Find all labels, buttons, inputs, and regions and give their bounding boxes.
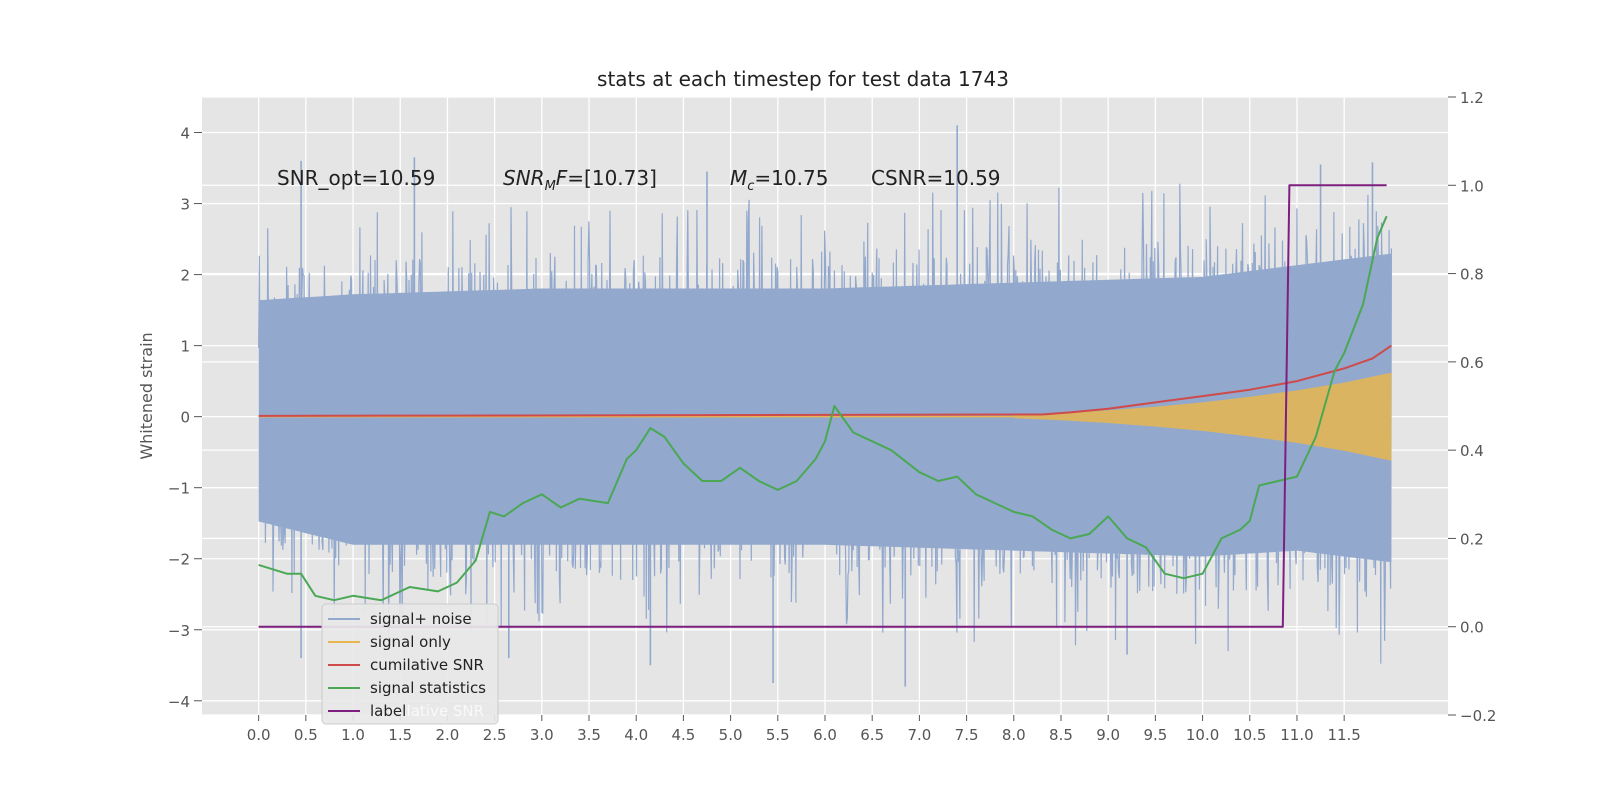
y2-tick-label: 0.0 (1460, 619, 1484, 637)
y2-tick-label: 0.2 (1460, 530, 1484, 548)
legend-label-signal-statistics: signal statistics (370, 679, 486, 697)
stat-annotation: Mc=10.75 (730, 166, 828, 194)
annotation-main: M (730, 166, 747, 190)
annotation-rest: F (556, 166, 568, 190)
x-tick-label: 8.0 (1002, 726, 1026, 744)
x-tick-label: 0.5 (294, 726, 318, 744)
y-tick-label: −2 (168, 551, 190, 569)
x-tick-label: 11.5 (1327, 726, 1360, 744)
legend-ghost-text: cumilative SNR (370, 702, 484, 720)
annotation-rest: =[10.73] (567, 166, 657, 190)
x-tick-label: 11.0 (1280, 726, 1313, 744)
x-tick-label: 7.0 (907, 726, 931, 744)
legend-box (321, 603, 499, 725)
series-signal-noise (258, 125, 1392, 687)
x-tick-label: 6.0 (813, 726, 837, 744)
legend-label-label: label (370, 702, 406, 720)
plot-content (258, 125, 1392, 687)
x-tick-label: 4.0 (624, 726, 648, 744)
annotation-subscript: M (545, 179, 556, 194)
y-tick-label: 0 (180, 409, 190, 427)
annotation-subscript: c (747, 179, 754, 194)
legend-label-cumulative-snr: cumilative SNR (370, 656, 484, 674)
annotation-rest: =10.75 (754, 166, 828, 190)
x-tick-label: 5.0 (719, 726, 743, 744)
x-tick-label: 7.5 (955, 726, 979, 744)
series-label-line (258, 184, 1387, 628)
annotation-main: SNR (503, 166, 545, 190)
y-tick-label: −3 (168, 622, 190, 640)
y-tick-label: 3 (180, 196, 190, 214)
y-tick-label: 4 (180, 125, 190, 143)
stat-annotation: SNRMF=[10.73] (503, 166, 657, 194)
x-tick-label: 3.5 (577, 726, 601, 744)
x-tick-label: 3.0 (530, 726, 554, 744)
series-signal-statistics-line (258, 215, 1388, 602)
chart-title: stats at each timestep for test data 174… (597, 67, 1009, 91)
x-tick-label: 1.0 (341, 726, 365, 744)
x-tick-label: 9.5 (1143, 726, 1167, 744)
x-tick-label: 4.5 (671, 726, 695, 744)
signal-only-area (1013, 372, 1392, 461)
y-tick-label: −1 (168, 480, 190, 498)
y-tick-label: −4 (168, 693, 190, 711)
x-tick-label: 10.5 (1233, 726, 1266, 744)
series-cumulative-snr-line (258, 344, 1392, 417)
y2-tick-label: −0.2 (1460, 707, 1496, 725)
x-tick-label: 1.5 (388, 726, 412, 744)
x-tick-label: 2.5 (483, 726, 507, 744)
legend-label-signal-noise: signal+ noise (370, 610, 472, 628)
x-tick-label: 2.0 (435, 726, 459, 744)
x-tick-label: 8.5 (1049, 726, 1073, 744)
x-tick-label: 0.0 (247, 726, 271, 744)
signal-noise-core (258, 253, 1392, 563)
y-axis-label: Whitened strain (137, 332, 156, 459)
y2-tick-label: 1.0 (1460, 177, 1484, 195)
y-tick-label: 1 (180, 338, 190, 356)
x-tick-label: 6.5 (860, 726, 884, 744)
stat-annotation: CSNR=10.59 (871, 166, 1001, 190)
stat-annotation: SNR_opt=10.59 (277, 166, 435, 190)
x-tick-label: 9.0 (1096, 726, 1120, 744)
x-tick-label: 10.0 (1186, 726, 1219, 744)
legend-label-signal-only: signal only (370, 633, 451, 651)
x-tick-label: 5.5 (766, 726, 790, 744)
y2-tick-label: 1.2 (1460, 89, 1484, 107)
y-tick-label: 2 (180, 267, 190, 285)
legend: cumilative SNR signal+ noise signal only cu… (321, 603, 499, 725)
y2-tick-label: 0.4 (1460, 442, 1484, 460)
y2-tick-label: 0.8 (1460, 266, 1484, 284)
y2-tick-label: 0.6 (1460, 354, 1484, 372)
